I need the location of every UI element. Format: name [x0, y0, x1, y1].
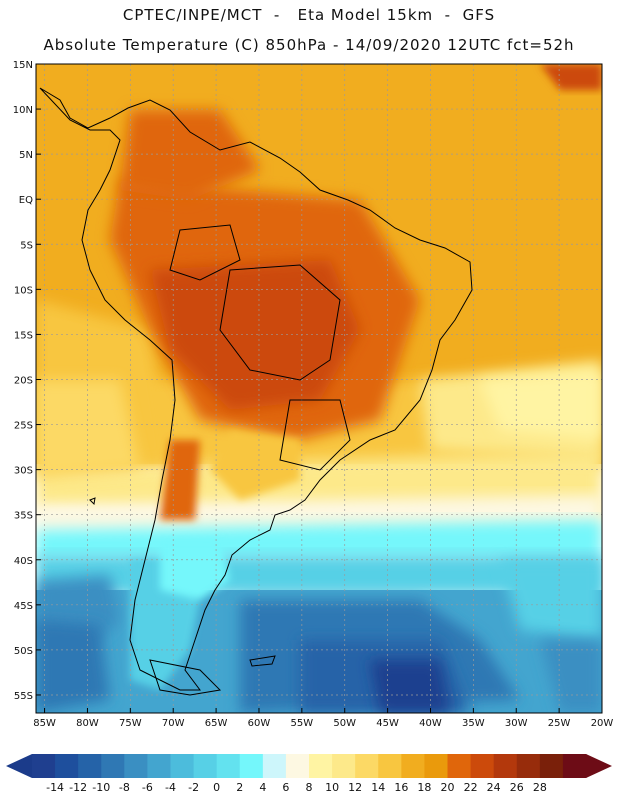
legend-cell [101, 754, 125, 778]
map-title-line-2: Absolute Temperature (C) 850hPa - 14/09/… [43, 36, 575, 54]
lon-label: 65W [205, 718, 228, 729]
lat-label: 55S [14, 691, 33, 702]
legend-cell [55, 754, 79, 778]
lon-label: 30W [505, 718, 528, 729]
lat-label: 25S [14, 421, 33, 432]
legend-label: 16 [394, 781, 408, 794]
legend-label: 26 [510, 781, 524, 794]
legend-label: -8 [119, 781, 130, 794]
legend-label: 0 [213, 781, 220, 794]
lon-label: 80W [76, 718, 99, 729]
legend-cell [124, 754, 148, 778]
legend-label: -4 [165, 781, 176, 794]
legend-cell [424, 754, 448, 778]
legend-label: 4 [259, 781, 266, 794]
graticule [36, 64, 602, 713]
longitude-labels: 85W 80W 75W 70W 65W 60W 55W 50W 45W 40W 35W 30W 25W 2… [33, 718, 613, 729]
legend-label: -14 [46, 781, 64, 794]
legend-cell [285, 754, 310, 778]
legend-label: 6 [282, 781, 289, 794]
legend-cell [401, 754, 425, 778]
legend-cell [539, 754, 564, 778]
coastline [39, 87, 473, 696]
lat-label: 10N [13, 105, 33, 116]
legend-cell [309, 754, 333, 778]
legend-label: 18 [417, 781, 431, 794]
legend-label: 10 [325, 781, 339, 794]
legend-cell [516, 754, 541, 778]
lat-label: 5N [19, 150, 33, 161]
legend-cell [32, 754, 56, 778]
legend-cell [470, 754, 495, 778]
lat-label: 40S [14, 556, 33, 567]
lon-label: 60W [248, 718, 271, 729]
legend-label: 8 [306, 781, 313, 794]
legend-cell [147, 754, 171, 778]
legend-label: -2 [188, 781, 199, 794]
latitude-labels: 15N 10N 5N EQ 5S 10S 15S 20S 25S 30S 35S 40S 45S 50S 5… [13, 60, 33, 702]
legend-under-arrow [6, 754, 32, 778]
map-title-line-1: CPTEC/INPE/MCT - Eta Model 15km - GFS [122, 6, 496, 24]
legend-label: -6 [142, 781, 153, 794]
legend-cell [378, 754, 402, 778]
legend-label: 2 [236, 781, 243, 794]
legend-cell [562, 754, 587, 778]
legend-label: 20 [441, 781, 455, 794]
legend-color-cells [32, 754, 587, 778]
legend-cell [262, 754, 287, 778]
legend-cell [170, 754, 194, 778]
legend-label: 28 [533, 781, 547, 794]
legend-cell [193, 754, 218, 778]
lon-label: 35W [462, 718, 485, 729]
lat-label: 50S [14, 646, 33, 657]
legend-over-arrow [586, 754, 612, 778]
legend-label: -10 [92, 781, 110, 794]
lon-label: 85W [33, 718, 56, 729]
legend-label: 14 [371, 781, 385, 794]
legend-cell [78, 754, 102, 778]
lon-label: 75W [119, 718, 142, 729]
lon-label: 70W [162, 718, 185, 729]
legend-cell [493, 754, 518, 778]
lat-label: 10S [14, 285, 33, 296]
legend-label: 12 [348, 781, 362, 794]
lat-label: 15N [13, 60, 33, 71]
legend-label: 22 [464, 781, 478, 794]
legend-cell [447, 754, 471, 778]
lon-label: 40W [419, 718, 442, 729]
lat-label: EQ [19, 195, 33, 206]
legend-label: 24 [487, 781, 501, 794]
lon-label: 55W [291, 718, 314, 729]
legend-cell [355, 754, 379, 778]
legend-cell [216, 754, 241, 778]
legend-cell [332, 754, 356, 778]
lat-label: 35S [14, 511, 33, 522]
map-frame [35, 63, 603, 714]
lon-label: 20W [591, 718, 614, 729]
lon-label: 45W [376, 718, 399, 729]
legend-label: -12 [69, 781, 87, 794]
legend-cell [239, 754, 264, 778]
lat-label: 45S [14, 601, 33, 612]
lon-label: 25W [548, 718, 571, 729]
lat-label: 30S [14, 466, 33, 477]
lat-label: 15S [14, 330, 33, 341]
axis-ticks [36, 63, 603, 713]
lon-label: 50W [333, 718, 356, 729]
legend-labels: -14 -12 -10 -8 -6 -4 -2 0 2 4 6 8 10 12 14 16 18 20 22 24 26… [46, 781, 547, 794]
lat-label: 20S [14, 375, 33, 386]
lat-label: 5S [20, 240, 33, 251]
